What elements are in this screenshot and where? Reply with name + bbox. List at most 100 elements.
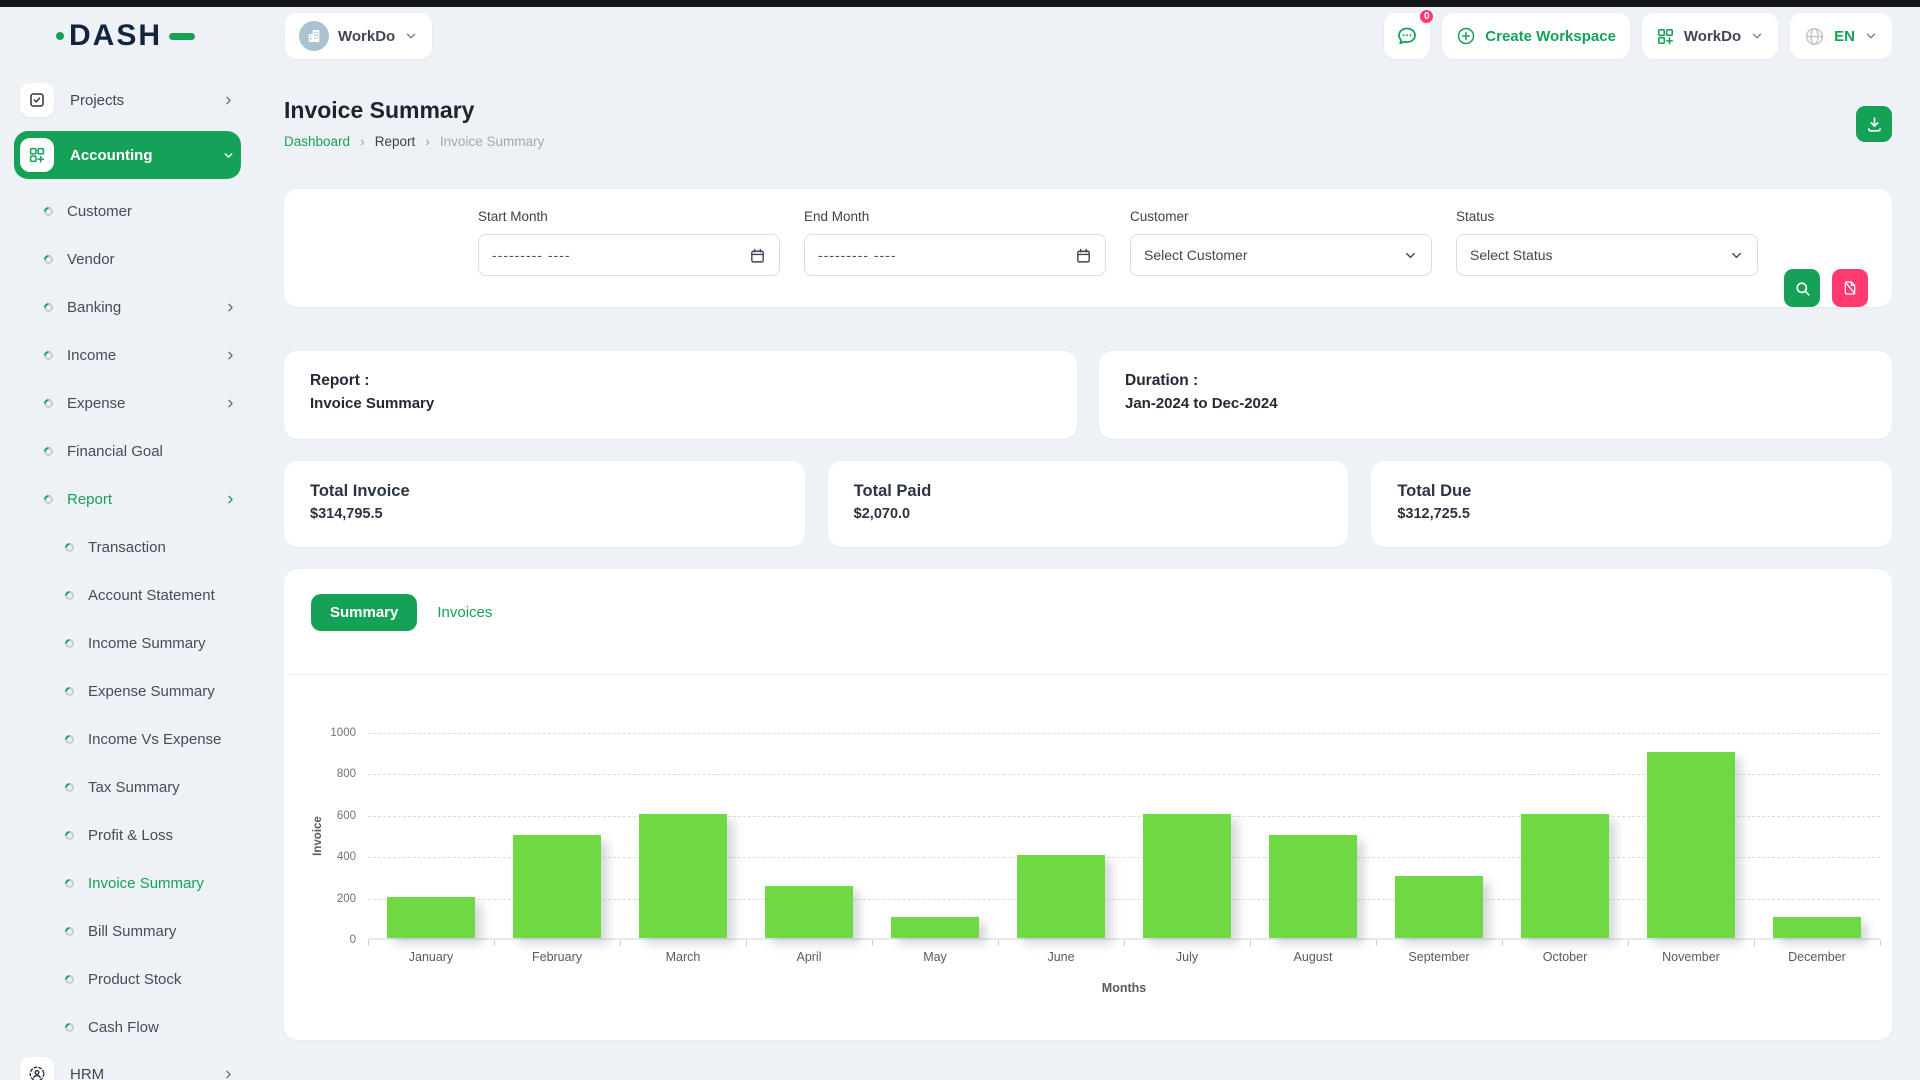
page-title: Invoice Summary [284, 97, 1892, 124]
messages-count-badge: 0 [1418, 8, 1435, 25]
sidebar-item-income-vs-expense[interactable]: Income Vs Expense [14, 715, 241, 763]
reset-filter-button[interactable] [1832, 269, 1868, 307]
sidebar-item-expense-summary[interactable]: Expense Summary [14, 667, 241, 715]
breadcrumb-report[interactable]: Report [375, 134, 416, 149]
workspace-switcher[interactable]: WorkDo [1642, 13, 1778, 59]
sidebar-item-financial-goal[interactable]: Financial Goal [14, 427, 241, 475]
sidebar-item-income[interactable]: Income [14, 331, 241, 379]
donut-icon [63, 541, 76, 554]
download-button[interactable] [1856, 106, 1892, 142]
bar-july[interactable] [1143, 814, 1231, 938]
sidebar-item-tax-summary[interactable]: Tax Summary [14, 763, 241, 811]
apply-filter-button[interactable] [1784, 269, 1820, 307]
bar-february[interactable] [513, 835, 601, 939]
bar-january[interactable] [387, 897, 475, 938]
sidebar-item-customer[interactable]: Customer [14, 187, 241, 235]
start-month-input[interactable]: --------- ---- [478, 234, 780, 276]
bar-may[interactable] [891, 917, 979, 938]
x-tick-label: April [746, 950, 872, 964]
workspace-avatar [299, 21, 329, 51]
logo-dash-icon [169, 33, 195, 40]
sidebar-item-transaction[interactable]: Transaction [14, 523, 241, 571]
donut-icon [63, 733, 76, 746]
bar-september[interactable] [1395, 876, 1483, 938]
donut-icon [63, 925, 76, 938]
x-tick-mark [368, 940, 369, 946]
chart-xlabel: Months [368, 981, 1880, 995]
main-content: Invoice Summary Dashboard › Report › Inv… [255, 65, 1920, 1080]
donut-icon [42, 349, 55, 362]
create-workspace-button[interactable]: Create Workspace [1442, 13, 1630, 59]
page-head: Invoice Summary Dashboard › Report › Inv… [284, 97, 1892, 149]
total-due-card: Total Due $312,725.5 [1371, 461, 1892, 547]
sidebar-item-product-stock[interactable]: Product Stock [14, 955, 241, 1003]
chevron-down-icon [222, 149, 235, 162]
messages-button[interactable]: 0 [1384, 13, 1430, 59]
language-label: EN [1834, 28, 1855, 45]
x-tick-mark [746, 940, 747, 946]
sidebar-item-expense[interactable]: Expense [14, 379, 241, 427]
x-tick-label: March [620, 950, 746, 964]
donut-icon [42, 301, 55, 314]
x-tick-label: July [1124, 950, 1250, 964]
sidebar-item-accounting[interactable]: Accounting [14, 131, 241, 179]
x-tick-mark [1250, 940, 1251, 946]
chevron-right-icon [224, 397, 237, 410]
total-paid-card: Total Paid $2,070.0 [828, 461, 1349, 547]
sidebar-item-report[interactable]: Report [14, 475, 241, 523]
breadcrumb-current: Invoice Summary [440, 134, 544, 149]
chevron-right-icon [224, 301, 237, 314]
report-label: Report : [310, 372, 1051, 390]
bar-june[interactable] [1017, 855, 1105, 938]
sidebar-item-account-statement[interactable]: Account Statement [14, 571, 241, 619]
sidebar-item-hrm[interactable]: HRM [14, 1051, 241, 1080]
sidebar-item-cash-flow[interactable]: Cash Flow [14, 1003, 241, 1051]
tab-summary[interactable]: Summary [311, 594, 417, 631]
x-tick-mark [998, 940, 999, 946]
language-selector[interactable]: EN [1790, 13, 1892, 59]
bar-october[interactable] [1521, 814, 1609, 938]
bar-november[interactable] [1647, 752, 1735, 938]
x-tick-mark [1502, 940, 1503, 946]
bar-december[interactable] [1773, 917, 1861, 938]
workspace-pill[interactable]: WorkDo [285, 13, 432, 59]
x-tick-mark [1754, 940, 1755, 946]
donut-icon [63, 877, 76, 890]
checkbox-icon [20, 83, 54, 117]
bar-march[interactable] [639, 814, 727, 938]
chat-icon [1395, 24, 1419, 48]
sidebar-item-income-summary[interactable]: Income Summary [14, 619, 241, 667]
chart-plot-area [368, 733, 1880, 940]
sidebar-item-projects[interactable]: Projects [14, 77, 241, 123]
breadcrumb-dashboard[interactable]: Dashboard [284, 134, 350, 149]
bar-april[interactable] [765, 886, 853, 938]
x-tick-label: January [368, 950, 494, 964]
sidebar-item-vendor[interactable]: Vendor [14, 235, 241, 283]
bar-august[interactable] [1269, 835, 1357, 939]
x-tick-mark [620, 940, 621, 946]
donut-icon [63, 589, 76, 602]
grid-plus-icon [1656, 27, 1675, 46]
grid-plus-icon [20, 138, 54, 172]
calendar-icon [1075, 247, 1092, 264]
duration-card: Duration : Jan-2024 to Dec-2024 [1099, 351, 1892, 439]
y-tick-label: 600 [284, 810, 356, 822]
sidebar-item-banking[interactable]: Banking [14, 283, 241, 331]
sidebar-item-profit-loss[interactable]: Profit & Loss [14, 811, 241, 859]
chart-card: Summary Invoices Invoice 020040060080010… [284, 569, 1892, 1040]
status-select[interactable]: Select Status [1456, 234, 1758, 276]
donut-icon [42, 445, 55, 458]
breadcrumb-separator: › [360, 133, 365, 149]
stat-label: Total Due [1397, 482, 1866, 501]
tab-invoices[interactable]: Invoices [437, 604, 492, 621]
sidebar-item-invoice-summary[interactable]: Invoice Summary [14, 859, 241, 907]
workspace-switcher-label: WorkDo [1684, 28, 1741, 45]
end-month-input[interactable]: --------- ---- [804, 234, 1106, 276]
customer-select[interactable]: Select Customer [1130, 234, 1432, 276]
sidebar-item-bill-summary[interactable]: Bill Summary [14, 907, 241, 955]
donut-icon [42, 397, 55, 410]
brand-logo: DASH [28, 21, 255, 51]
report-card: Report : Invoice Summary [284, 351, 1077, 439]
x-tick-mark [1880, 940, 1881, 946]
y-tick-label: 800 [284, 768, 356, 780]
